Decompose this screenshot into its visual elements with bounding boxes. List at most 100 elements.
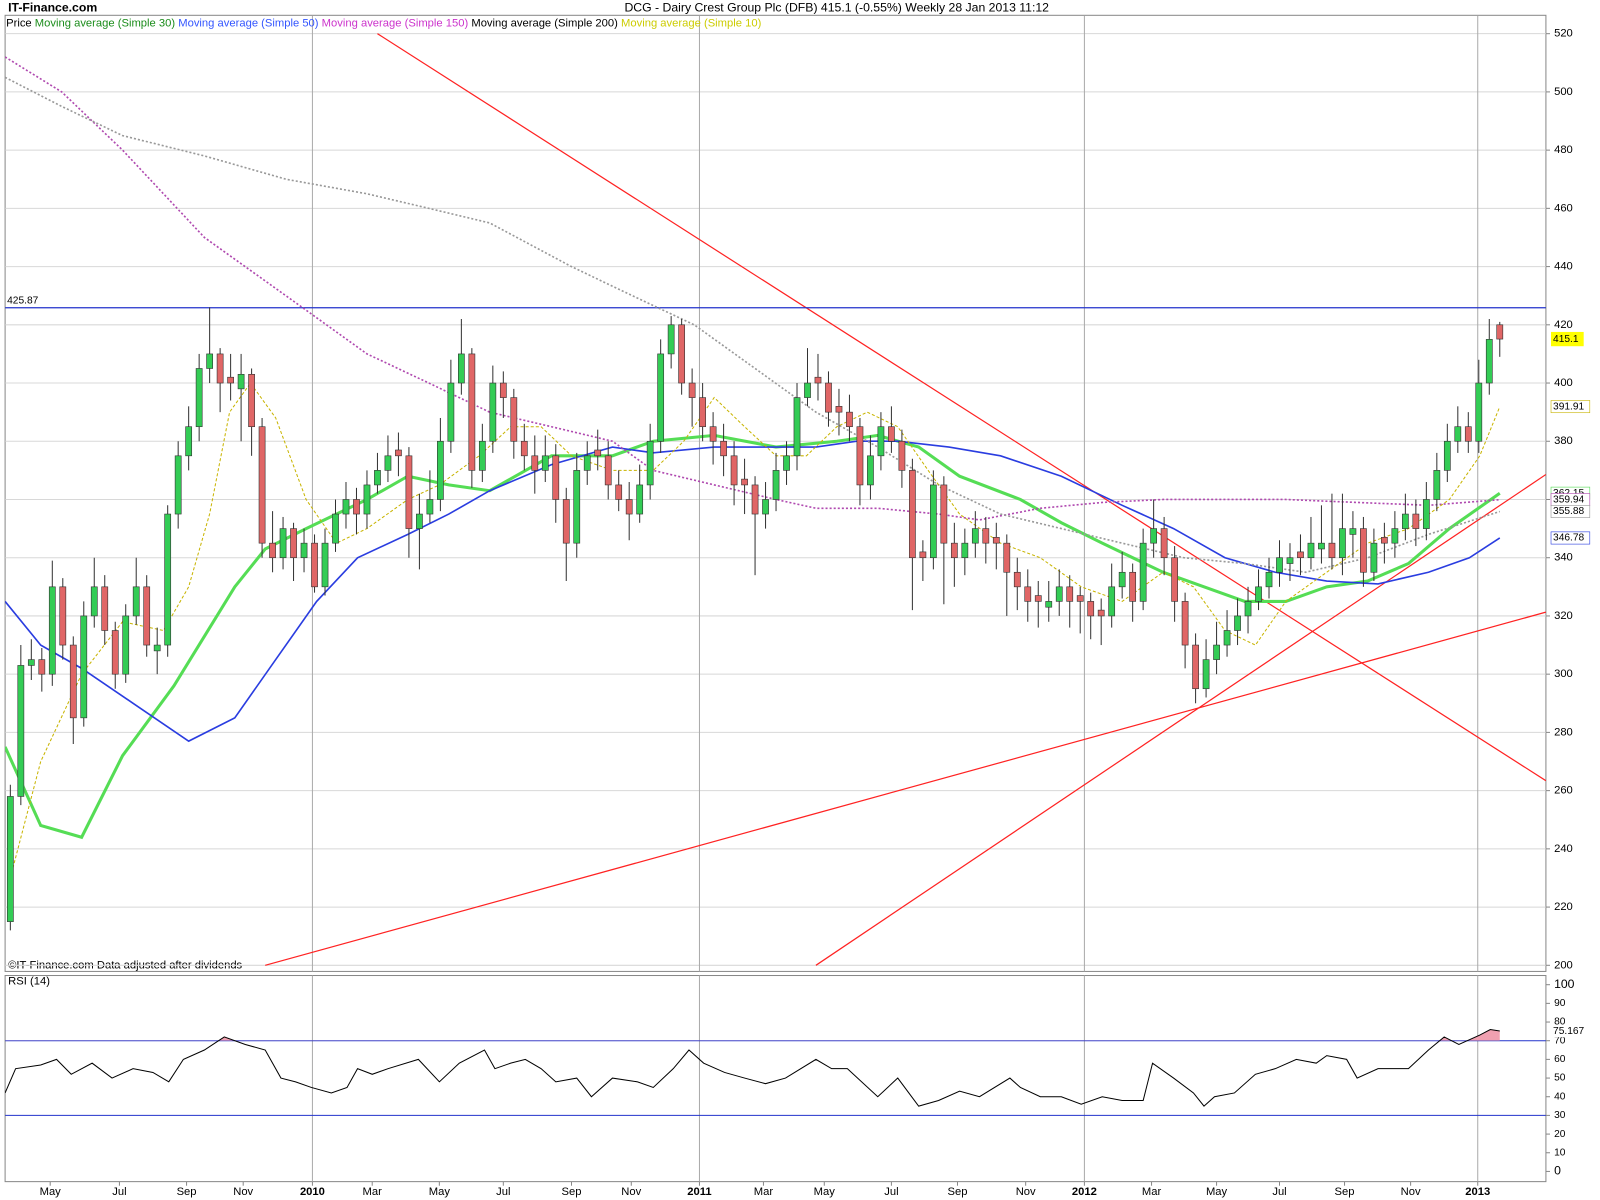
- candle-body: [1055, 586, 1063, 602]
- candle-body: [1318, 542, 1325, 550]
- candle-body: [888, 426, 895, 442]
- x-tick-label: 2011: [687, 1186, 711, 1198]
- candle-body: [143, 586, 151, 646]
- y-tick-label: 100: [1554, 977, 1575, 991]
- x-tick-label: Sep: [562, 1186, 582, 1198]
- candle-body: [1003, 542, 1011, 573]
- value-tag-bg: [1551, 1024, 1592, 1038]
- candle-body: [1066, 586, 1074, 602]
- candle-body: [950, 542, 958, 559]
- candle-body: [531, 455, 539, 471]
- candle-body: [195, 368, 203, 428]
- candle-body: [1297, 551, 1304, 559]
- candle-body: [846, 411, 853, 428]
- candle-body: [1485, 339, 1493, 384]
- y-tick-label: 260: [1554, 785, 1573, 797]
- candle-body: [1370, 542, 1378, 573]
- legend-entry: Moving average (Simple 30): [35, 17, 176, 29]
- candle-body: [730, 455, 738, 486]
- candle-body: [1213, 644, 1220, 660]
- candle-body: [437, 440, 444, 500]
- candle-body: [657, 353, 665, 442]
- candle-body: [384, 455, 392, 471]
- legend-entry: Moving average (Simple 150): [322, 17, 469, 29]
- candle-body: [69, 644, 77, 719]
- candle-body: [101, 586, 109, 631]
- candle-body: [17, 665, 25, 797]
- y-tick-label: 240: [1554, 843, 1573, 855]
- candle-body: [59, 586, 67, 646]
- candle-body: [1150, 528, 1158, 544]
- candle-body: [1192, 644, 1199, 690]
- candle-body: [636, 484, 644, 515]
- candle-body: [625, 499, 633, 515]
- y-tick-label: 80: [1554, 1017, 1566, 1028]
- candle-body: [1349, 528, 1357, 535]
- legend-entry: Moving average (Simple 200): [471, 17, 618, 29]
- candle-body: [793, 397, 801, 457]
- candle-body: [1464, 426, 1472, 442]
- candle-body: [909, 470, 916, 559]
- candle-body: [1276, 557, 1283, 573]
- axes: 2002202402602803003203403603804004204404…: [7, 28, 1592, 1198]
- y-tick-label: 10: [1554, 1147, 1566, 1158]
- moving-average: [9, 382, 1501, 879]
- candle-body: [856, 426, 864, 486]
- y-tick-label: 200: [1554, 959, 1573, 971]
- y-tick-label: 60: [1554, 1054, 1566, 1065]
- candle-body: [332, 513, 339, 544]
- candle-body: [720, 440, 727, 457]
- value-tag: 355.88: [1553, 506, 1584, 517]
- candle-body: [982, 528, 990, 544]
- candle-body: [1475, 382, 1483, 442]
- price-tag-bg: [1551, 331, 1584, 347]
- candle-body: [992, 537, 1000, 544]
- candle-body: [279, 528, 287, 559]
- candle-body: [174, 455, 182, 515]
- x-tick-label: Sep: [177, 1186, 197, 1198]
- candle-body: [919, 551, 927, 559]
- candle-body: [290, 528, 297, 559]
- candle-body: [583, 455, 591, 471]
- candle-body: [1402, 513, 1409, 529]
- candle-body: [468, 353, 476, 471]
- y-tick-label: 70: [1554, 1035, 1566, 1046]
- x-tick-label: Sep: [948, 1186, 968, 1198]
- candle-body: [311, 542, 318, 588]
- candle-body: [426, 499, 434, 515]
- site-name: IT-Finance.com: [8, 0, 97, 14]
- candle-body: [1097, 609, 1105, 617]
- candle-body: [835, 406, 843, 413]
- x-tick-label: Nov: [1401, 1186, 1421, 1198]
- candle-body: [447, 382, 455, 442]
- candle-body: [132, 586, 140, 617]
- x-tick-label: 2013: [1465, 1186, 1490, 1198]
- x-tick-label: Mar: [754, 1186, 774, 1198]
- value-tag-bg: [1550, 505, 1591, 518]
- y-tick-label: 220: [1554, 901, 1573, 913]
- candle-body: [1024, 586, 1032, 602]
- level-label: 425.87: [7, 295, 38, 306]
- candle-body: [185, 426, 193, 457]
- rsi-line: [5, 1028, 1500, 1107]
- candle-body: [1381, 537, 1388, 544]
- candle-body: [342, 499, 350, 515]
- trend-line: [815, 473, 1546, 966]
- candle-body: [374, 470, 381, 486]
- candle-body: [940, 484, 948, 544]
- candle-body: [269, 542, 276, 559]
- candle-body: [1328, 542, 1336, 559]
- candle-body: [804, 382, 811, 398]
- candle-body: [1391, 528, 1399, 544]
- x-tick-label: Nov: [621, 1186, 641, 1198]
- moving-average: [5, 440, 1501, 743]
- x-tick-label: Jul: [1272, 1186, 1286, 1198]
- legend-entry: Moving average (Simple 10): [621, 17, 762, 29]
- candle-body: [300, 542, 308, 559]
- rsi-panel: [4, 975, 1547, 1183]
- candle-body: [667, 324, 675, 355]
- candle-body: [1076, 595, 1084, 602]
- value-tag: 359.94: [1553, 494, 1584, 505]
- candle-body: [395, 449, 402, 457]
